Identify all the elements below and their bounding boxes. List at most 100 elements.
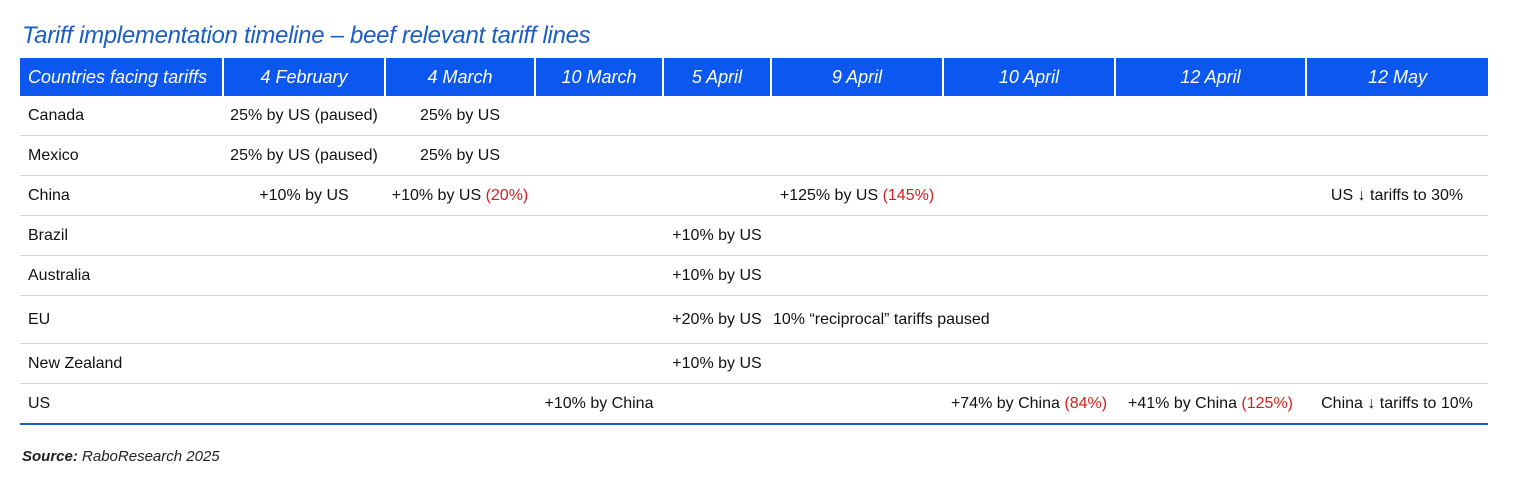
column-header: 9 April	[771, 58, 944, 96]
country-cell: Brazil	[20, 215, 223, 256]
tariff-cell	[535, 255, 663, 296]
tariff-cell	[1306, 135, 1488, 176]
tariff-text: 25% by US (paused)	[230, 106, 378, 124]
column-header: 12 May	[1306, 58, 1488, 96]
tariff-cell	[771, 343, 943, 384]
tariff-cell	[1115, 135, 1306, 176]
tariff-cell	[385, 343, 535, 384]
cumulative-tariff-total: (125%)	[1241, 394, 1293, 412]
country-cell: EU	[20, 295, 223, 344]
tariff-text: 25% by US	[419, 106, 501, 124]
tariff-cell	[771, 215, 943, 256]
tariff-cell	[943, 96, 1115, 136]
tariff-cell: China ↓ tariffs to 10%	[1306, 383, 1488, 425]
tariff-cell	[223, 215, 385, 256]
tariff-cell	[771, 383, 943, 425]
tariff-cell: +10% by US	[223, 175, 385, 216]
tariff-cell: +10% by US	[663, 255, 771, 296]
column-header: 12 April	[1115, 58, 1307, 96]
tariff-cell: +41% by China (125%)	[1115, 383, 1306, 425]
country-cell: Mexico	[20, 135, 223, 176]
tariff-cell	[771, 96, 943, 136]
tariff-cell	[535, 295, 663, 344]
tariff-cell	[943, 295, 1115, 344]
tariff-cell: +10% by US	[663, 343, 771, 384]
table-row: Mexico 25% by US (paused) 25% by US	[20, 135, 1488, 176]
column-header: 4 March	[385, 58, 536, 96]
table-row: Australia +10% by US	[20, 255, 1488, 296]
tariff-text: 10% “reciprocal” tariffs paused	[773, 310, 990, 328]
tariff-cell: 25% by US	[385, 135, 535, 176]
tariff-cell	[535, 175, 663, 216]
table-row: EU +20% by US 10% “reciprocal” tariffs pau…	[20, 295, 1488, 344]
tariff-cell	[943, 215, 1115, 256]
tariff-cell: 25% by US (paused)	[223, 96, 385, 136]
country-cell: New Zealand	[20, 343, 223, 384]
tariff-cell	[535, 135, 663, 176]
tariff-cell	[1306, 96, 1488, 136]
tariff-cell: 10% “reciprocal” tariffs paused	[771, 295, 990, 344]
tariff-text: +125% by US	[779, 186, 879, 204]
country-cell: Canada	[20, 96, 223, 136]
tariff-cell	[943, 175, 1115, 216]
tariff-cell	[1115, 255, 1306, 296]
tariff-text: US ↓ tariffs to 30%	[1330, 186, 1464, 204]
tariff-cell: +125% by US (145%)	[771, 175, 943, 216]
source-label: Source:	[22, 448, 78, 465]
tariff-cell	[1306, 215, 1488, 256]
cumulative-tariff-total: (145%)	[882, 186, 935, 204]
tariff-cell: +10% by China	[535, 383, 663, 425]
tariff-cell	[1115, 215, 1306, 256]
tariff-cell	[535, 215, 663, 256]
tariff-cell	[535, 343, 663, 384]
tariff-cell: +10% by US	[663, 215, 771, 256]
tariff-text: +20% by US	[672, 310, 762, 328]
tariff-cell	[223, 343, 385, 384]
column-header: 10 April	[943, 58, 1116, 96]
tariff-cell	[663, 135, 771, 176]
tariff-cell: +10% by US (20%)	[385, 175, 535, 216]
source-text: RaboResearch 2025	[82, 448, 220, 465]
tariff-cell	[943, 255, 1115, 296]
tariff-text: +10% by US	[672, 266, 762, 284]
source-note: Source: RaboResearch 2025	[22, 448, 220, 465]
tariff-text: 25% by US (paused)	[230, 146, 378, 164]
tariff-text: +74% by China	[950, 394, 1060, 412]
page-title: Tariff implementation timeline – beef re…	[22, 22, 591, 49]
tariff-cell	[943, 343, 1115, 384]
table-row: Canada 25% by US (paused) 25% by US	[20, 96, 1488, 136]
tariff-cell	[663, 175, 771, 216]
tariff-cell	[1306, 343, 1488, 384]
tariff-cell	[1115, 175, 1306, 216]
column-header: 10 March	[535, 58, 664, 96]
tariff-cell	[1115, 343, 1306, 384]
tariff-cell	[1306, 255, 1488, 296]
tariff-cell: +20% by US	[663, 295, 771, 344]
tariff-cell: 25% by US	[385, 96, 535, 136]
tariff-cell	[535, 96, 663, 136]
tariff-text: +10% by China	[544, 394, 654, 412]
country-cell: China	[20, 175, 223, 216]
tariff-text: +10% by US	[672, 226, 762, 244]
table-header-row: Countries facing tariffs 4 February 4 Ma…	[20, 58, 1488, 96]
cumulative-tariff-total: (20%)	[485, 186, 529, 204]
table-row: China +10% by US +10% by US (20%) +125% by …	[20, 175, 1488, 216]
tariff-cell	[223, 383, 385, 425]
country-cell: US	[20, 383, 223, 425]
tariff-cell	[1115, 295, 1306, 344]
tariff-text: +41% by China	[1128, 394, 1237, 412]
tariff-text: China ↓ tariffs to 10%	[1321, 394, 1473, 412]
tariff-cell	[1115, 96, 1306, 136]
tariff-cell	[1306, 295, 1488, 344]
tariff-text: +10% by US	[259, 186, 349, 204]
tariff-cell	[385, 383, 535, 425]
cumulative-tariff-total: (84%)	[1064, 394, 1108, 412]
tariff-cell: 25% by US (paused)	[223, 135, 385, 176]
tariff-cell	[385, 295, 535, 344]
tariff-cell	[223, 255, 385, 296]
tariff-cell	[223, 295, 385, 344]
tariff-cell: US ↓ tariffs to 30%	[1306, 175, 1488, 216]
column-header: 5 April	[663, 58, 772, 96]
tariff-cell	[663, 383, 771, 425]
tariff-text: 25% by US	[419, 146, 501, 164]
